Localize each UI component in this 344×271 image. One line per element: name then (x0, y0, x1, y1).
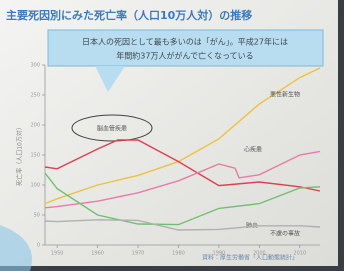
y-tick-label: 300 (30, 63, 40, 69)
x-tick-label: 1970 (132, 251, 145, 257)
x-tick-label: 1990 (213, 251, 226, 257)
series-label: 不慮の事故 (270, 230, 300, 238)
y-tick-label: 250 (30, 93, 40, 99)
y-tick-label: 0 (37, 243, 40, 249)
x-tick-label: 2000 (253, 251, 266, 257)
callout-text: 年間約37万人ががんで亡くなっている (116, 51, 253, 61)
chart-title: 主要死因別にみた死亡率（人口10万人対）の推移 (6, 8, 252, 22)
x-tick-label: 2010 (293, 251, 306, 257)
x-tick-label: 1980 (172, 251, 185, 257)
y-tick-label: 150 (30, 153, 40, 159)
series-label: 心疾患 (244, 146, 262, 154)
series-label: 脳血管疾患 (97, 125, 127, 133)
y-axis-label: 死亡率（人口10万対） (16, 124, 24, 186)
y-tick-label: 50 (34, 213, 40, 219)
y-tick-label: 200 (30, 123, 40, 129)
page: {"chart_data": { "type": "line", "title"… (0, 0, 344, 271)
callout-box (48, 30, 323, 66)
x-tick-label: 1960 (91, 251, 104, 257)
chart: 主要死因別にみた死亡率（人口10万人対）の推移 日本人の死因として最も多いのは「… (0, 0, 344, 271)
x-tick-label: 1950 (51, 251, 64, 257)
series-label: 悪性新生物 (270, 91, 300, 99)
callout-text: 日本人の死因として最も多いのは「がん」。平成27年には (82, 37, 288, 47)
y-tick-label: 100 (30, 183, 40, 189)
